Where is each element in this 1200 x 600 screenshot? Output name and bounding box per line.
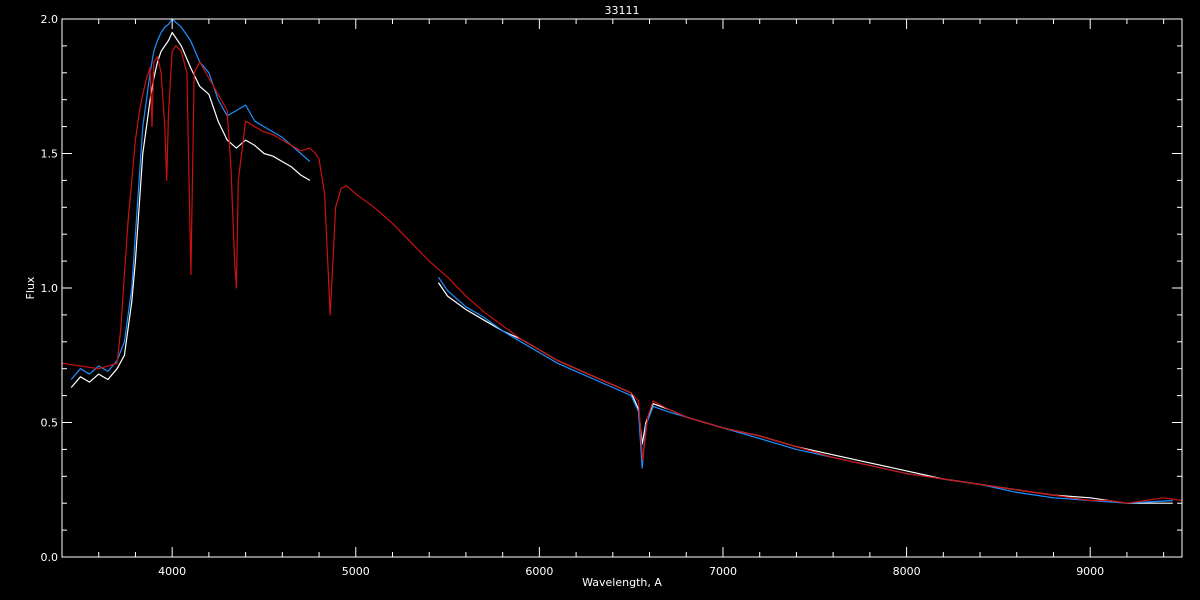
- series-1-segment-0: [70, 19, 311, 380]
- plot-area: [62, 19, 1182, 504]
- x-tick-label: 8000: [893, 565, 921, 578]
- y-tick-label: 2.0: [41, 13, 59, 26]
- y-tick-label: 1.0: [41, 282, 59, 295]
- x-tick-label: 9000: [1076, 565, 1104, 578]
- x-tick-label: 7000: [709, 565, 737, 578]
- y-tick-label: 1.5: [41, 148, 59, 161]
- y-tick-label: 0.5: [41, 417, 59, 430]
- x-tick-label: 5000: [342, 565, 370, 578]
- x-tick-label: 6000: [525, 565, 553, 578]
- x-axis-label: Wavelength, A: [582, 576, 662, 589]
- x-axis: 4000 5000 6000 7000 8000 9000: [98, 19, 1165, 578]
- x-tick-label: 4000: [158, 565, 186, 578]
- series-0-segment-0: [70, 31, 311, 388]
- series-2-segment-0: [62, 45, 1182, 504]
- y-tick-label: 0.0: [41, 551, 59, 564]
- y-axis-label: Flux: [24, 276, 37, 299]
- chart-title: 33111: [605, 4, 640, 17]
- y-axis: 0.0 0.5 1.0 1.5 2.0: [41, 13, 1182, 564]
